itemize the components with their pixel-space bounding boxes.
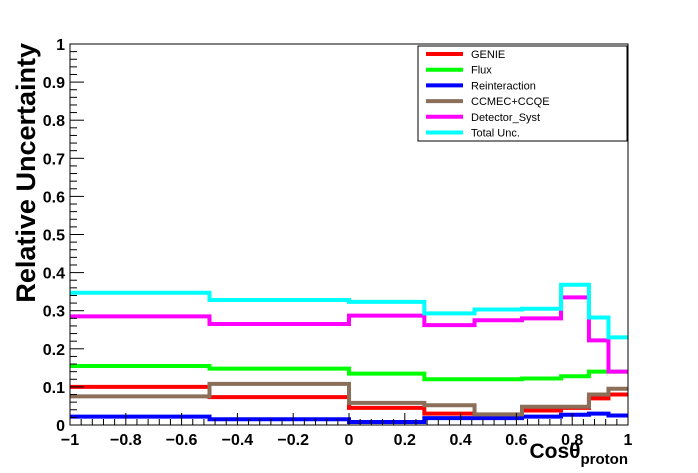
y-tick-label: 0 (56, 418, 65, 435)
x-tick-label: −0.6 (166, 432, 198, 449)
x-tick-label: −0.8 (110, 432, 142, 449)
y-tick-label: 0.5 (43, 228, 65, 245)
legend-label: Detector_Syst (471, 112, 540, 124)
y-axis-title: Relative Uncertainty (11, 43, 41, 303)
x-tick-label: 0.6 (505, 432, 527, 449)
legend-label: Flux (471, 65, 492, 77)
series-layer (70, 282, 628, 424)
legend-label: Reinteraction (471, 80, 536, 92)
y-tick-label: 0.1 (43, 380, 65, 397)
legend: GENIE Flux Reinteraction CCMEC+CCQE Detector… (417, 45, 628, 142)
x-tick-label: −0.2 (277, 432, 309, 449)
legend-label: CCMEC+CCQE (471, 96, 550, 108)
series-line-reinteraction (70, 411, 628, 424)
x-tick-label: 0.2 (394, 432, 416, 449)
series-line-ccmec-ccqe (70, 381, 628, 417)
series-line-flux (70, 363, 628, 382)
x-axis-title-main: Cosθ (529, 440, 580, 463)
y-tick-label: 0.6 (43, 189, 65, 206)
x-tick-label: −1 (61, 432, 79, 449)
y-tick-label: 0.3 (43, 304, 65, 321)
x-tick-label: 0.4 (449, 432, 471, 449)
y-tick-label: 0.8 (43, 113, 65, 130)
legend-box (417, 45, 628, 142)
ticks-layer: 0 0.1 0.2 0.3 0.4 0.5 0.6 0.7 0.8 0.9 1 −1 −0.8 −0.6 −… (43, 37, 633, 449)
x-tick-label: −0.4 (222, 432, 254, 449)
y-tick-label: 0.9 (43, 75, 65, 92)
legend-label: Total Unc. (471, 128, 520, 140)
x-axis-title: Cosθproton (529, 440, 628, 468)
series-line-detector-syst (70, 295, 628, 374)
x-tick-label: 0 (345, 432, 354, 449)
legend-label: GENIE (471, 49, 505, 61)
x-tick-label: 1 (624, 432, 633, 449)
y-tick-label: 0.4 (43, 266, 65, 283)
y-tick-label: 0.2 (43, 342, 65, 359)
series-line-total-unc- (70, 282, 628, 340)
x-axis-title-sub: proton (581, 451, 628, 468)
y-tick-label: 1 (56, 37, 65, 54)
y-tick-label: 0.7 (43, 151, 65, 168)
x-tick-label: 0.8 (561, 432, 583, 449)
